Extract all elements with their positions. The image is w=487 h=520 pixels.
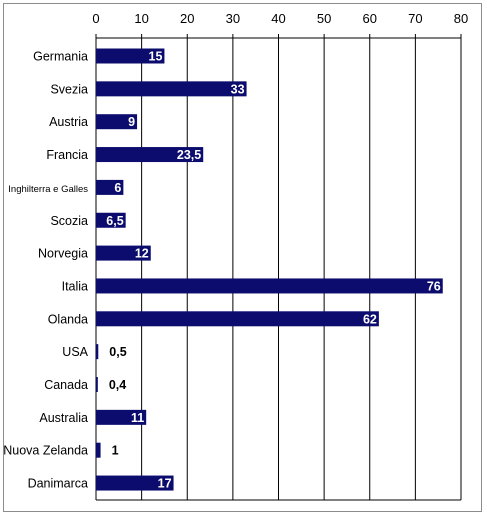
- bar-9: [96, 344, 99, 360]
- value-label-2: 9: [128, 115, 135, 129]
- x-tick-label-70: 70: [408, 11, 422, 26]
- category-label-1: Svezia: [50, 82, 88, 96]
- x-tick-label-40: 40: [271, 11, 285, 26]
- value-label-12: 1: [112, 444, 119, 458]
- bar-0: [96, 48, 165, 64]
- value-label-3: 23,5: [177, 148, 201, 162]
- category-label-11: Australia: [39, 411, 88, 425]
- value-label-13: 17: [158, 477, 172, 491]
- value-label-9: 0,5: [109, 345, 126, 359]
- bar-3: [96, 147, 204, 163]
- bar-5: [96, 212, 126, 228]
- bar-1: [96, 81, 247, 97]
- bar-12: [96, 442, 101, 458]
- value-label-10: 0,4: [109, 378, 126, 392]
- category-label-12: Nuova Zelanda: [3, 444, 88, 458]
- value-label-11: 11: [131, 411, 144, 425]
- category-label-7: Italia: [62, 279, 88, 293]
- bars: [96, 48, 443, 491]
- value-label-8: 62: [363, 312, 377, 326]
- x-tick-label-80: 80: [454, 11, 468, 26]
- category-label-4: Inghilterra e Galles: [8, 184, 88, 195]
- bar-13: [96, 475, 174, 491]
- tick-labels: 0 10 20 30 40 50 60 70 80: [92, 11, 468, 26]
- category-label-10: Canada: [44, 378, 88, 392]
- category-label-0: Germania: [33, 50, 88, 64]
- value-label-0: 15: [149, 50, 163, 64]
- x-tick-label-10: 10: [134, 11, 148, 26]
- category-label-2: Austria: [49, 115, 88, 129]
- value-label-5: 6,5: [106, 214, 123, 228]
- bar-4: [96, 179, 124, 195]
- x-tick-label-20: 20: [180, 11, 194, 26]
- x-tick-label-60: 60: [363, 11, 377, 26]
- value-label-1: 33: [231, 82, 245, 96]
- x-tick-label-30: 30: [226, 11, 240, 26]
- category-label-9: USA: [62, 345, 88, 359]
- category-label-6: Norvegia: [38, 247, 88, 261]
- bar-6: [96, 245, 151, 261]
- x-tick-label-0: 0: [92, 11, 99, 26]
- category-label-13: Danimarca: [28, 477, 88, 491]
- bar-11: [96, 409, 147, 425]
- bar-8: [96, 311, 379, 327]
- grid-layer: [95, 34, 462, 501]
- bar-10: [96, 377, 98, 392]
- category-label-8: Olanda: [48, 312, 88, 326]
- category-label-5: Scozia: [50, 214, 88, 228]
- value-label-7: 76: [427, 279, 441, 293]
- bar-7: [96, 278, 443, 294]
- value-label-4: 6: [114, 181, 121, 195]
- x-tick-label-50: 50: [317, 11, 331, 26]
- category-label-3: Francia: [46, 148, 88, 162]
- bar-2: [96, 114, 138, 130]
- category-labels: Germania Svezia Austria Francia Inghilterra …: [3, 50, 88, 491]
- value-label-6: 12: [135, 247, 149, 261]
